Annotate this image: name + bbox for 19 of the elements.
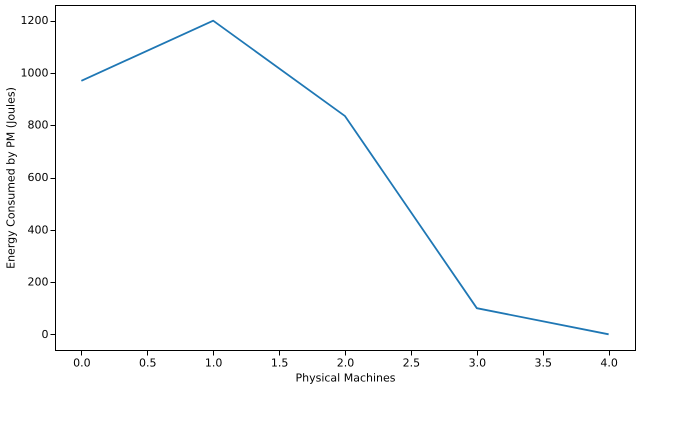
x-tick-label: 2.0 — [336, 356, 354, 370]
y-tick-label: 800 — [28, 118, 48, 132]
x-tick-label: 3.0 — [468, 356, 486, 370]
y-axis-title: Energy Consumed by PM (Joules) — [4, 87, 18, 269]
x-tick-label: 0.0 — [73, 356, 91, 370]
x-tick-label: 1.0 — [204, 356, 222, 370]
y-tick-label: 400 — [28, 223, 48, 236]
y-tick-label: 600 — [28, 171, 48, 184]
y-tick-label: 200 — [28, 276, 48, 289]
x-tick-label: 1.5 — [270, 356, 288, 370]
y-tick-label: 1200 — [20, 14, 48, 28]
x-axis-title: Physical Machines — [295, 372, 396, 384]
x-tick-label: 0.5 — [139, 356, 157, 370]
y-tick-label: 0 — [42, 328, 48, 341]
y-tick-label: 1000 — [20, 66, 48, 80]
x-tick-label: 4.0 — [600, 356, 618, 370]
line-series — [80, 20, 610, 336]
x-tick-label: 3.5 — [534, 356, 552, 370]
x-tick-label: 2.5 — [402, 356, 420, 370]
